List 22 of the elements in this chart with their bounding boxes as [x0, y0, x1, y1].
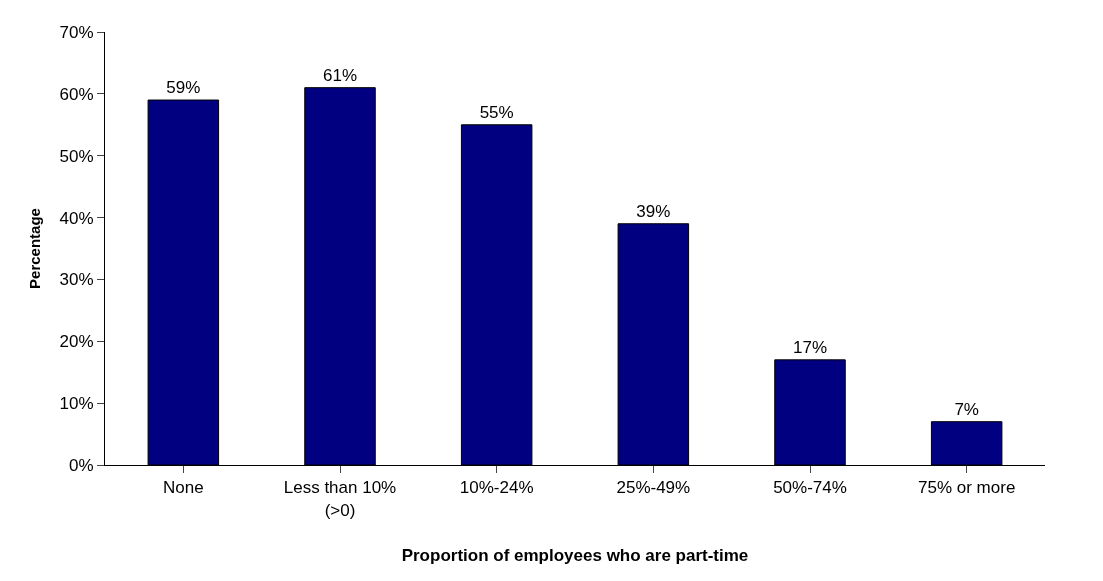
y-tick-label: 30%: [59, 270, 94, 290]
x-tick-label: 25%-49%: [616, 478, 691, 498]
y-tick-label: 60%: [59, 84, 94, 104]
data-label: 7%: [954, 399, 979, 419]
data-label: 61%: [322, 65, 358, 85]
data-label: 39%: [636, 201, 671, 221]
data-label: 55%: [479, 102, 514, 122]
x-tick-label: 10%-24%: [459, 478, 534, 498]
x-tick-label: Less than 10% (>0): [283, 478, 397, 520]
y-tick-label: 10%: [59, 394, 94, 414]
y-tick-label: 70%: [59, 22, 94, 42]
x-tick-label: 75% or more: [918, 478, 1016, 498]
y-tick-label: 0%: [69, 455, 94, 475]
x-tick-label: None: [163, 478, 204, 498]
y-tick-label: 40%: [59, 208, 94, 228]
data-label: 17%: [792, 337, 828, 357]
x-axis-title: Proportion of employees who are part-time: [401, 545, 749, 565]
data-label: 59%: [166, 78, 201, 98]
y-axis-title: Percentage: [25, 208, 43, 289]
y-tick-label: 50%: [59, 146, 94, 166]
y-tick-label: 20%: [59, 332, 94, 352]
x-tick-label: 50%-74%: [773, 478, 847, 498]
